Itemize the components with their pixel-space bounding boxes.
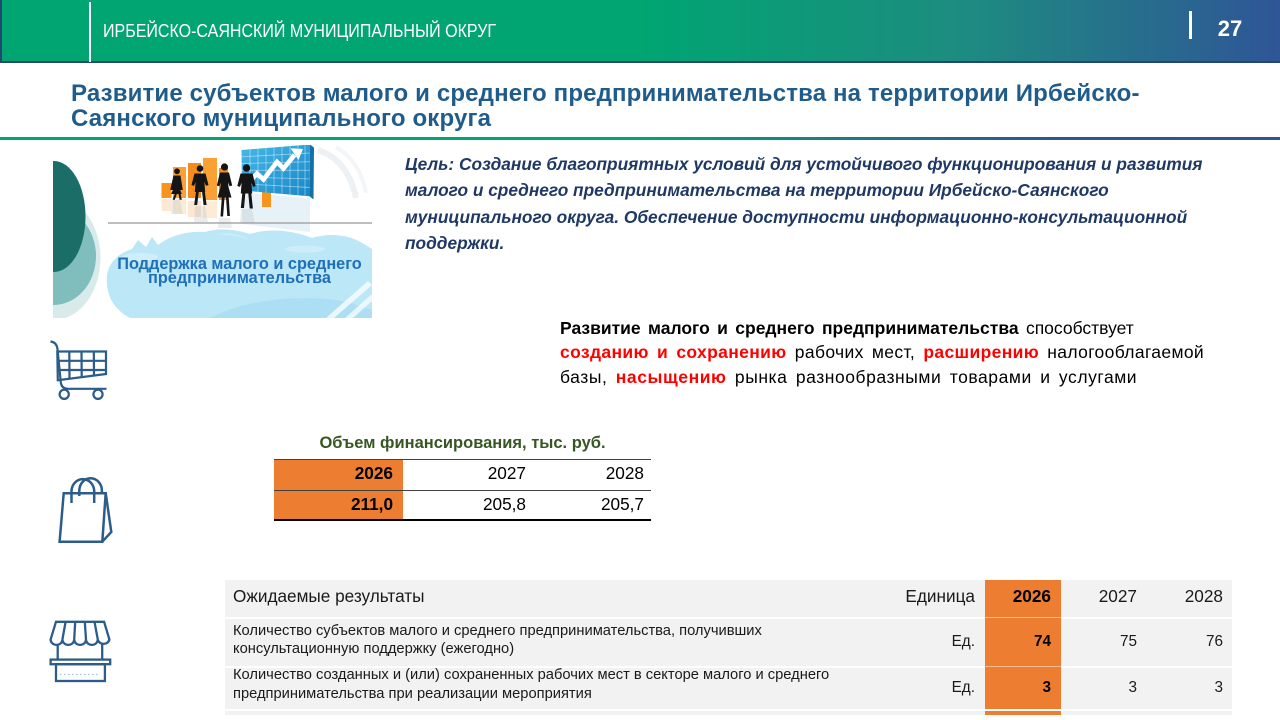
svg-text:Поддержка малого и среднего: Поддержка малого и среднего [117,255,362,273]
svg-text:предпринимательства: предпринимательства [148,269,332,287]
